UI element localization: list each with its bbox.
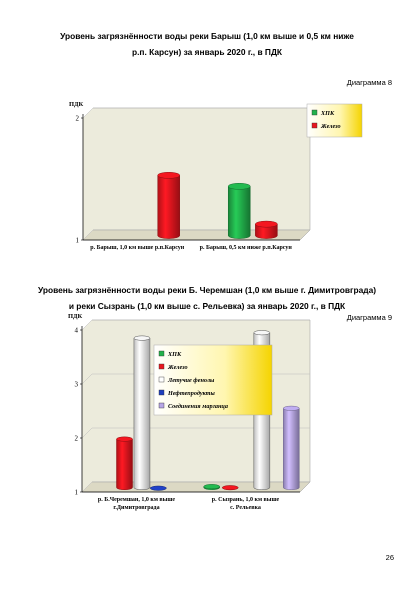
- chart1-legend: ХПК Железо: [306, 103, 363, 138]
- chart1-gridline-side: [82, 229, 94, 241]
- chart1-category-label: р. Барыш, 0,5 км ниже р.п.Карсун: [200, 245, 293, 251]
- chart1-back-wall: [82, 107, 311, 241]
- page-number: 26: [385, 553, 394, 562]
- chart2-legend-label: ХПК: [167, 351, 182, 358]
- chart2-ylabel: ПДК: [68, 313, 83, 320]
- chart1-legend-swatch-iron: [311, 122, 318, 129]
- chart2-title-line1: Уровень загрязнённости воды реки Б. Чере…: [37, 285, 377, 295]
- chart2-legend-swatch-iron: [158, 363, 165, 370]
- chart1-title-line2: р.п. Карсун) за январь 2020 г., в ПДК: [131, 47, 283, 57]
- chart1-legend-label: Железо: [320, 123, 341, 130]
- chart1-title-line1: Уровень загрязнённости воды реки Барыш (…: [60, 31, 354, 41]
- chart1-legend-swatch-hpk: [311, 109, 318, 116]
- chart1-legend-box: [306, 103, 363, 138]
- chart2-bar-body: [116, 438, 133, 490]
- chart2-gridline-side: [81, 481, 93, 493]
- chart1-bar-body: [157, 175, 180, 239]
- chart1-gridline-side: [82, 107, 94, 119]
- chart2-bar-body: [283, 408, 300, 490]
- chart2-bar-phenols: [133, 335, 151, 490]
- chart2-floor: [81, 481, 311, 493]
- chart2-bar-oil: [150, 485, 167, 491]
- chart1-bar-top: [227, 182, 251, 190]
- chart2-bar-top: [221, 485, 239, 491]
- chart2-legend-label: Соединения марганца: [168, 403, 228, 410]
- chart1-bar-top: [157, 172, 180, 179]
- chart2-legend: ХПК Железо Летучие фенолы Нефтепродукты Соед…: [153, 344, 273, 416]
- chart2-legend-swatch-phenols: [158, 376, 165, 383]
- chart2-gridline-side: [81, 427, 93, 439]
- chart2-bar-iron: [221, 485, 239, 491]
- chart2-legend-box: [153, 344, 273, 416]
- chart2-category-label: с. Рельевка: [230, 505, 261, 511]
- chart2-bar-top: [283, 405, 300, 411]
- chart2-category-label: р. Б.Черемшан, 1,0 км выше: [98, 497, 176, 503]
- chart1-category-label: р. Барыш, 1,0 км выше р.п.Карсун: [90, 245, 185, 251]
- chart2-ytick-label: 1: [75, 489, 79, 497]
- chart2-bar-top: [116, 436, 133, 442]
- chart2-ytick-label: 4: [75, 327, 79, 335]
- chart2-bar-top: [150, 485, 167, 491]
- chart1-ytick-label: 1: [76, 237, 80, 245]
- chart1-title: Уровень загрязнённости воды реки Барыш (…: [20, 28, 394, 60]
- chart1-bar-iron: [255, 220, 278, 239]
- chart1-ytick-label: 2: [76, 115, 80, 123]
- chart2-bar-top: [133, 335, 151, 341]
- chart1-bar-body: [227, 186, 251, 239]
- chart2-bar-manganese: [283, 405, 300, 490]
- chart1-ylabel: ПДК: [69, 101, 84, 108]
- chart2-legend-label: Железо: [167, 364, 188, 371]
- chart2-bar-hpk: [203, 484, 220, 490]
- chart2-bar-top: [253, 330, 271, 336]
- chart2-title-line2: и реки Сызрань (1,0 км выше с. Рельевка)…: [68, 301, 346, 311]
- chart2-legend-label: Летучие фенолы: [167, 377, 215, 384]
- chart2-bar-body: [133, 337, 151, 490]
- chart2-bar-iron: [116, 436, 133, 490]
- chart2-category-label: р. Сызрань, 1,0 км выше: [212, 497, 280, 503]
- diagram8-label: Диаграмма 8: [346, 78, 392, 87]
- chart1-bar-body: [255, 223, 278, 239]
- chart2-legend-label: Нефтепродукты: [167, 390, 215, 397]
- chart1-bar-hpk: [227, 182, 251, 239]
- chart2-ytick-label: 2: [75, 435, 79, 443]
- chart2-legend-swatch-hpk: [158, 350, 165, 357]
- chart1-bar-iron: [157, 172, 180, 239]
- chart2-gridline-side: [81, 373, 93, 385]
- diagram9-label: Диаграмма 9: [346, 313, 392, 322]
- chart2-ytick-label: 3: [75, 381, 79, 389]
- chart2-bar-top: [203, 484, 220, 490]
- chart2-gridline-side: [81, 319, 93, 331]
- chart2-title: Уровень загрязнённости воды реки Б. Чере…: [20, 282, 394, 314]
- chart2-legend-swatch-manganese: [158, 402, 165, 409]
- chart1-bar-top: [255, 220, 278, 228]
- chart2-category-label: г.Димитровграда: [113, 505, 159, 511]
- chart1-legend-label: ХПК: [320, 110, 335, 117]
- chart2-legend-swatch-oil: [158, 389, 165, 396]
